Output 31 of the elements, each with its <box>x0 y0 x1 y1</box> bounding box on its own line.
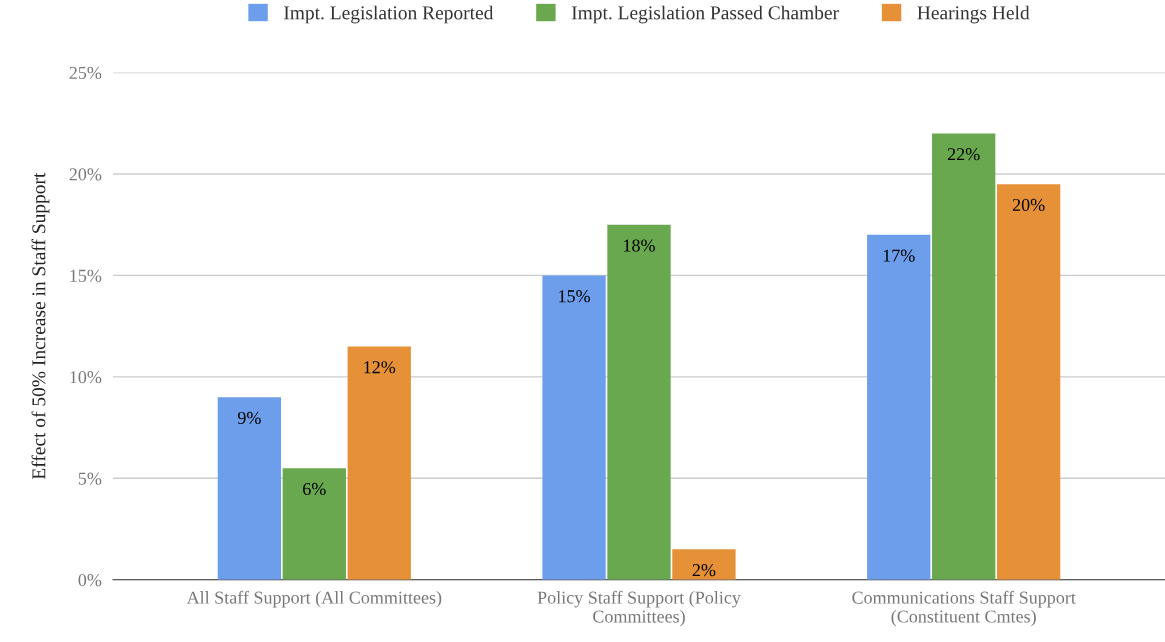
legend-label: Impt. Legislation Reported <box>284 5 494 24</box>
bar <box>347 346 411 580</box>
bar <box>996 184 1061 580</box>
data-label: 22% <box>947 148 980 161</box>
data-label: 2% <box>692 564 716 577</box>
bar <box>607 224 671 580</box>
data-label: 6% <box>303 482 326 496</box>
y-tick-label: 25% <box>69 66 102 80</box>
y-axis-title: Effect of 50% Increase in Staff Support <box>31 172 50 480</box>
bar <box>542 275 606 580</box>
data-label: 12% <box>364 361 396 374</box>
data-label: 9% <box>237 411 261 425</box>
data-label: 15% <box>559 290 590 303</box>
legend-label: Hearings Held <box>917 5 1030 24</box>
bar <box>282 468 346 580</box>
x-tick-label: Policy Staff Support (Policy Committees) <box>537 590 741 627</box>
bar <box>932 133 996 580</box>
x-tick-label: Communications Staff Support (Constituent Cmtes) <box>852 590 1076 627</box>
y-tick-label: 20% <box>69 168 102 181</box>
y-tick-label: 15% <box>70 269 102 282</box>
bar <box>672 549 736 580</box>
y-tick-label: 0% <box>78 573 102 587</box>
y-tick-label: 5% <box>78 472 102 485</box>
y-tick-label: 10% <box>70 371 102 384</box>
data-label: 20% <box>1012 198 1045 212</box>
data-label: 18% <box>624 239 655 252</box>
x-tick-label: All Staff Support (All Committees) <box>186 590 442 608</box>
data-label: 17% <box>883 249 915 262</box>
bar <box>217 397 282 580</box>
legend-label: Impt. Legislation Passed Chamber <box>571 5 839 24</box>
bar <box>867 234 931 580</box>
